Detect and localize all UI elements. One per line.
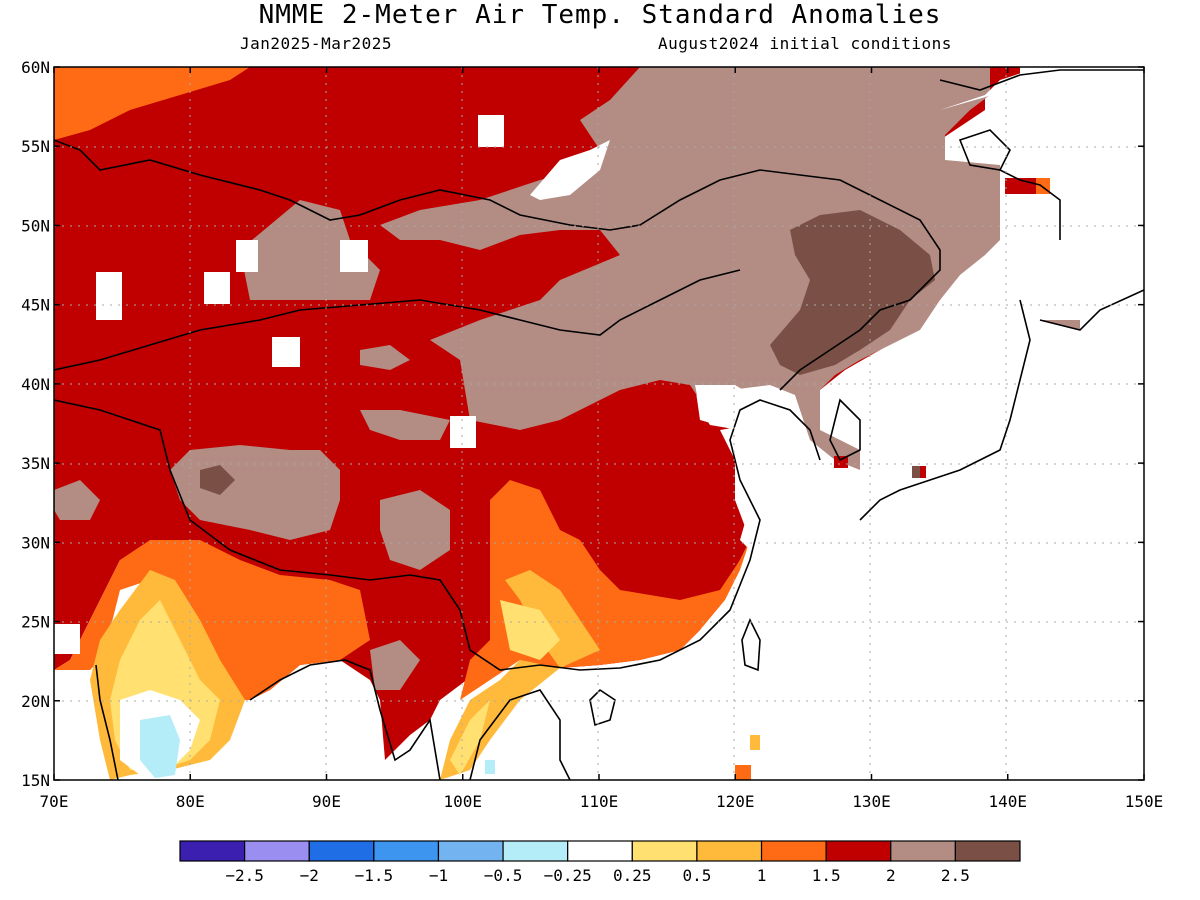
colorbar-swatch bbox=[244, 840, 310, 862]
lon-tick-label: 80E bbox=[176, 792, 205, 811]
colorbar-swatch bbox=[825, 840, 892, 862]
colorbar-swatch bbox=[437, 840, 504, 862]
latitude-axis: 15N 20N 25N 30N 35N 40N 45N 50N 55N 60N bbox=[21, 58, 50, 790]
lat-tick-label: 50N bbox=[21, 216, 50, 235]
colorbar-tick-label: 0.25 bbox=[613, 866, 652, 885]
anomaly-region-2-2.5-mid bbox=[240, 200, 380, 300]
colorbar-tick-label: 1.5 bbox=[812, 866, 841, 885]
lon-tick-label: 130E bbox=[852, 792, 891, 811]
lat-tick-label: 40N bbox=[21, 375, 50, 394]
lat-tick-label: 35N bbox=[21, 454, 50, 473]
gridlines bbox=[54, 67, 1144, 780]
anomaly-region-1-1.5-south bbox=[54, 540, 370, 700]
colorbar-labels: −2.5 −2 −1.5 −1 −0.5 −0.25 0.25 0.5 1 1.5 2 2.5 bbox=[225, 866, 969, 885]
lon-tick-label: 90E bbox=[312, 792, 341, 811]
colorbar bbox=[179, 840, 1021, 862]
lon-tick-label: 70E bbox=[40, 792, 69, 811]
colorbar-swatch bbox=[179, 840, 246, 862]
colorbar-tick-label: 2.5 bbox=[941, 866, 970, 885]
colorbar-tick-label: −1 bbox=[429, 866, 448, 885]
initial-conditions: August2024 initial conditions bbox=[658, 34, 952, 53]
anomaly-region-1-1.5 bbox=[54, 67, 250, 140]
colorbar-tick-label: 2 bbox=[886, 866, 896, 885]
colorbar-swatch bbox=[308, 840, 375, 862]
lon-tick-label: 120E bbox=[716, 792, 755, 811]
lat-tick-label: 60N bbox=[21, 58, 50, 77]
colorbar-swatch bbox=[954, 840, 1021, 862]
lat-tick-label: 20N bbox=[21, 692, 50, 711]
colorbar-tick-label: 1 bbox=[757, 866, 767, 885]
colorbar-tick-label: −2.5 bbox=[225, 866, 264, 885]
anomaly-region-2-2.5-ne bbox=[380, 67, 1000, 470]
lat-tick-label: 55N bbox=[21, 137, 50, 156]
anomaly-region-minus-0.25-0.5 bbox=[140, 715, 180, 778]
colorbar-swatch bbox=[890, 840, 956, 862]
colorbar-swatch bbox=[567, 840, 633, 862]
colorbar-swatch bbox=[760, 840, 827, 862]
axis-ticks bbox=[53, 66, 1145, 781]
colorbar-tick-label: −1.5 bbox=[355, 866, 394, 885]
lon-tick-label: 100E bbox=[443, 792, 482, 811]
colorbar-tick-label: −0.5 bbox=[484, 866, 523, 885]
coastlines bbox=[54, 69, 1144, 780]
lat-tick-label: 45N bbox=[21, 296, 50, 315]
colorbar-tick-label: −2 bbox=[300, 866, 319, 885]
lat-tick-label: 25N bbox=[21, 613, 50, 632]
lon-tick-label: 110E bbox=[580, 792, 619, 811]
map-title: NMME 2-Meter Air Temp. Standard Anomalie… bbox=[258, 0, 942, 30]
colorbar-tick-label: −0.25 bbox=[544, 866, 592, 885]
colorbar-swatch bbox=[631, 840, 698, 862]
colorbar-swatch bbox=[696, 840, 763, 862]
lat-tick-label: 30N bbox=[21, 533, 50, 552]
colorbar-swatch bbox=[502, 840, 569, 862]
colorbar-swatch bbox=[373, 840, 440, 862]
colorbar-tick-label: 0.5 bbox=[682, 866, 711, 885]
forecast-period: Jan2025-Mar2025 bbox=[240, 34, 392, 53]
map-plot-area bbox=[54, 67, 1144, 780]
anomaly-region-gt-2.5 bbox=[770, 210, 935, 375]
lon-tick-label: 140E bbox=[988, 792, 1027, 811]
lon-tick-label: 150E bbox=[1125, 792, 1164, 811]
lat-tick-label: 15N bbox=[21, 771, 50, 790]
longitude-axis: 70E 80E 90E 100E 110E 120E 130E 140E 150E bbox=[40, 792, 1164, 811]
